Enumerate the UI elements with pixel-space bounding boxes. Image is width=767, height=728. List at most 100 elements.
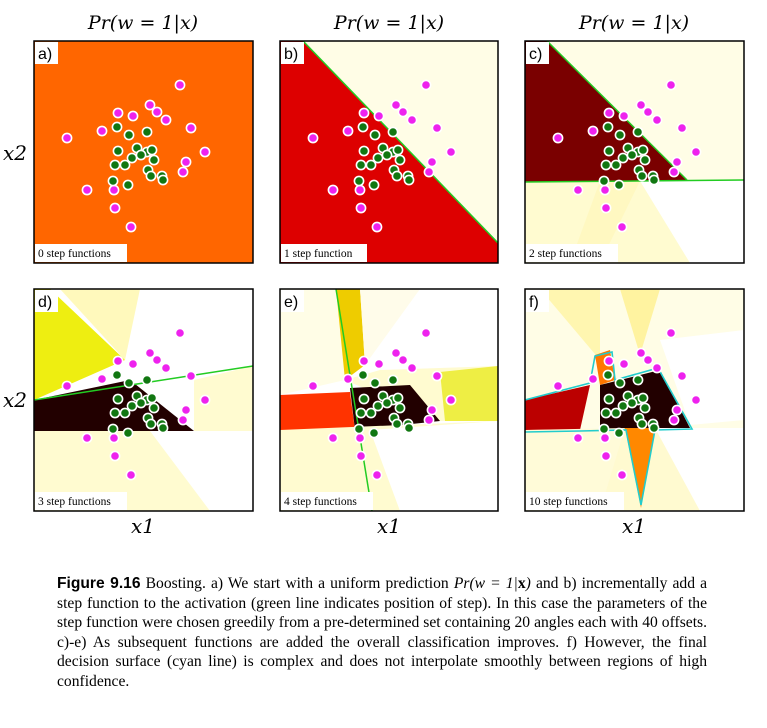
class0-point [358,107,370,119]
step-line [546,41,688,181]
class0-point [177,166,189,178]
class0-point [406,114,418,126]
panel-d: d) 3 step functions [33,288,254,512]
class1-point [148,154,160,166]
data-points [307,79,457,233]
panel-frame [524,288,745,512]
class0-point [127,358,139,370]
class0-point [445,394,457,406]
class1-point [617,400,629,412]
class0-point [420,327,432,339]
class1-point [357,369,369,381]
panel-frame [524,40,745,264]
panel-letter: a) [38,46,52,63]
class1-point [637,144,649,156]
class0-point [185,370,197,382]
step-function-count: 4 step functions [284,496,357,508]
figure-label: Figure 9.16 [57,575,141,592]
class1-point [602,369,614,381]
class1-point [112,145,124,157]
class1-point [392,392,404,404]
class0-point [431,370,443,382]
class1-point [626,149,638,161]
class0-point [676,122,688,134]
data-points [552,79,702,233]
class1-point [403,422,415,434]
step-function-count: 3 step functions [38,496,111,508]
class0-point [572,184,584,196]
panel-letter: c) [529,46,542,63]
class0-point [327,184,339,196]
class1-point [126,400,138,412]
class0-point [572,432,584,444]
class1-point [146,144,158,156]
class1-point [358,145,370,157]
class0-point [112,355,124,367]
class1-point [111,121,123,133]
class1-point [632,374,644,386]
class0-point [177,414,189,426]
class1-point [610,407,622,419]
class0-point [635,347,647,359]
class1-point [119,159,131,171]
class0-point [61,132,73,144]
class1-point [368,179,380,191]
class1-point [372,152,384,164]
class0-point [665,327,677,339]
class1-point [394,402,406,414]
class1-point [355,159,367,171]
axis-label-x2-bottom: x2 [3,388,27,412]
caption-math-x: x [517,575,526,592]
class0-point [108,432,120,444]
class1-point [122,427,134,439]
class1-point [387,374,399,386]
class1-point [148,402,160,414]
class1-point [109,159,121,171]
class1-point [107,175,119,187]
class0-point [108,184,120,196]
axis-label-x1-col3: x1 [622,514,646,538]
panel-title-col1: Pr(w = 1|x) [87,12,198,34]
class0-point [354,184,366,196]
class1-point [135,149,147,161]
class1-point [632,126,644,138]
panel-b: b) 1 step function [279,40,499,264]
class0-point [552,132,564,144]
class0-point [160,114,172,126]
class0-point [96,373,108,385]
panel-letter: e) [284,294,298,311]
class0-point [600,202,612,214]
class0-point [651,362,663,374]
class0-point [81,432,93,444]
class1-point [365,159,377,171]
class0-point [199,394,211,406]
class1-point [617,152,629,164]
axis-label-x1-col2: x1 [377,514,401,538]
step-function-count: 1 step function [284,248,353,260]
data-points [61,327,211,481]
class0-point [151,106,163,118]
class0-point [342,125,354,137]
class1-point [610,159,622,171]
class1-point [602,121,614,133]
class0-point [397,354,409,366]
panel-f: f) 10 step functions [524,288,745,512]
class0-point [327,432,339,444]
class0-point [587,125,599,137]
class1-point [648,174,660,186]
class1-point [135,397,147,409]
axis-label-x1-col1: x1 [131,514,155,538]
class0-point [109,202,121,214]
class0-point [420,79,432,91]
class1-point [369,129,381,141]
class0-point [616,221,628,233]
class0-point [307,132,319,144]
class0-point [426,156,438,168]
class0-point [180,156,192,168]
class1-point [600,159,612,171]
class0-point [125,469,137,481]
class1-point [126,152,138,164]
class1-point [146,392,158,404]
class1-point [368,427,380,439]
caption-text-2: and b) incrementally add a step function… [57,575,708,690]
